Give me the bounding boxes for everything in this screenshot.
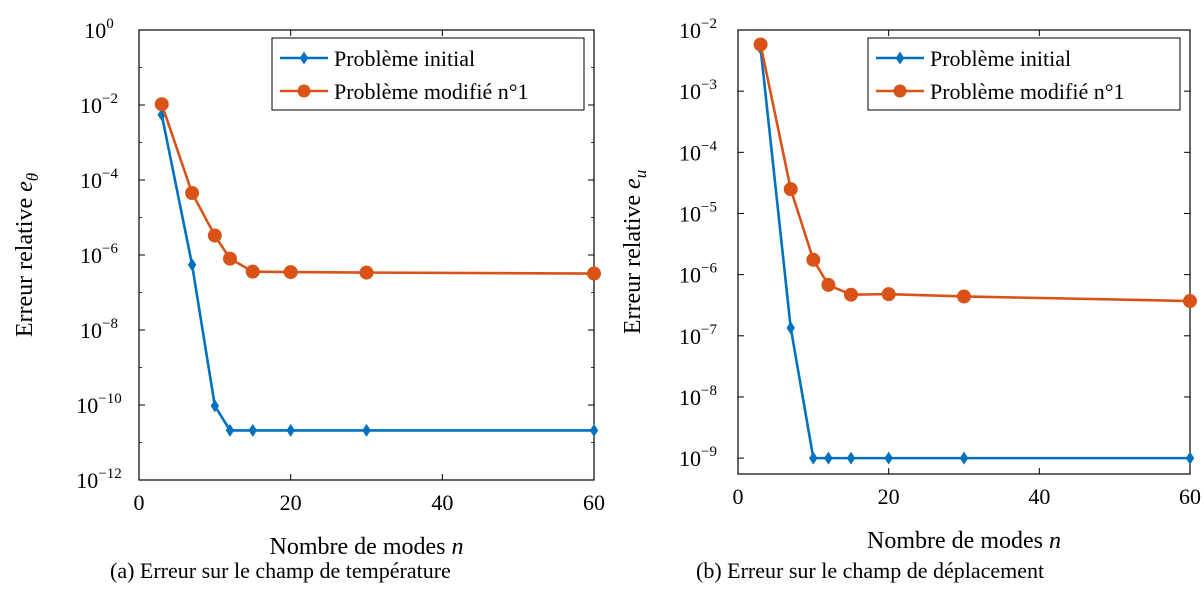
series-initial bbox=[157, 108, 599, 437]
series-line bbox=[759, 44, 1191, 303]
y-tick-label: 10−8 bbox=[80, 316, 118, 343]
data-point bbox=[1183, 294, 1197, 309]
caption-a: (a) Erreur sur le champ de température bbox=[110, 558, 451, 583]
x-tick-label: 60 bbox=[583, 490, 605, 515]
x-tick-label: 40 bbox=[431, 490, 453, 515]
x-axis-label: Nombre de modes n bbox=[270, 534, 464, 560]
data-point bbox=[245, 264, 260, 279]
y-tick-label: 10−12 bbox=[76, 466, 121, 493]
legend-marker bbox=[893, 84, 907, 98]
y-tick-label: 10−3 bbox=[679, 77, 717, 104]
data-point bbox=[806, 252, 821, 267]
legend: Problème initial Problème modifié n°1 bbox=[271, 37, 585, 111]
series-line bbox=[160, 103, 595, 275]
y-tick-label: 10−6 bbox=[679, 261, 717, 288]
data-point bbox=[1185, 451, 1195, 465]
x-tick-label: 0 bbox=[733, 484, 744, 509]
plot-frame bbox=[737, 29, 1191, 475]
data-point bbox=[957, 289, 971, 304]
data-point bbox=[844, 287, 858, 302]
data-point bbox=[753, 37, 768, 52]
x-tick-label: 40 bbox=[1028, 484, 1050, 509]
data-point bbox=[587, 266, 601, 281]
legend-label: Problème initial bbox=[334, 46, 475, 71]
caption-b: (b) Erreur sur le champ de déplacement bbox=[696, 558, 1045, 583]
y-axis-label: Erreur relative eu bbox=[620, 170, 650, 334]
y-tick-label: 10−4 bbox=[80, 166, 118, 193]
y-tick-label: 10−10 bbox=[76, 391, 121, 418]
legend-label: Problème initial bbox=[930, 46, 1071, 71]
data-point bbox=[154, 97, 169, 112]
legend: Problème initial Problème modifié n°1 bbox=[867, 37, 1181, 111]
series-modified bbox=[753, 37, 1197, 309]
x-tick-label: 20 bbox=[878, 484, 900, 509]
y-tick-label: 10−8 bbox=[679, 383, 717, 410]
data-point bbox=[589, 423, 599, 437]
data-point bbox=[824, 451, 833, 465]
data-point bbox=[783, 182, 798, 197]
data-point bbox=[786, 321, 795, 335]
y-tick-label: 10−6 bbox=[80, 241, 118, 268]
y-tick-label: 100 bbox=[84, 16, 114, 43]
data-point bbox=[362, 423, 371, 437]
data-point bbox=[821, 277, 836, 292]
data-point bbox=[809, 451, 818, 465]
data-point bbox=[283, 265, 298, 280]
data-point bbox=[359, 265, 374, 280]
y-tick-label: 10−9 bbox=[679, 444, 717, 471]
figure-canvas: 0 20 40 60 100 10−2 10−4 10−6 10−8 10−10 10−12 Nomb… bbox=[12, 16, 1201, 560]
data-point bbox=[225, 423, 235, 437]
data-point bbox=[884, 451, 893, 465]
data-point bbox=[846, 451, 856, 465]
data-point bbox=[959, 451, 969, 465]
data-point bbox=[185, 186, 200, 201]
legend-marker bbox=[299, 51, 309, 65]
data-point bbox=[248, 423, 257, 437]
x-axis-label: Nombre de modes n bbox=[867, 528, 1061, 554]
y-tick-label: 10−5 bbox=[679, 199, 717, 226]
data-point bbox=[881, 287, 896, 302]
legend-marker bbox=[297, 84, 311, 98]
series-line bbox=[160, 114, 594, 432]
y-tick-label: 10−2 bbox=[80, 91, 118, 118]
series-modified bbox=[154, 97, 601, 281]
data-point bbox=[210, 399, 220, 413]
x-tick-label: 20 bbox=[280, 490, 302, 515]
legend-box bbox=[867, 37, 1181, 111]
legend-label: Problème modifié n°1 bbox=[930, 79, 1125, 104]
series-line bbox=[759, 48, 1190, 460]
y-axis-label: Erreur relative eθ bbox=[12, 173, 42, 337]
data-point bbox=[286, 423, 295, 437]
data-point bbox=[187, 258, 197, 272]
y-tick-label: 10−2 bbox=[679, 16, 717, 43]
x-tick-label: 0 bbox=[134, 490, 145, 515]
legend-marker bbox=[895, 51, 905, 65]
legend-box bbox=[271, 37, 585, 111]
chart-panel-a: 0 20 40 60 100 10−2 10−4 10−6 10−8 10−10 10−12 Nomb… bbox=[12, 16, 605, 560]
x-tick-label: 60 bbox=[1179, 484, 1201, 509]
data-point bbox=[207, 228, 222, 243]
legend-label: Problème modifié n°1 bbox=[334, 79, 529, 104]
y-tick-label: 10−4 bbox=[679, 138, 717, 165]
data-point bbox=[223, 251, 237, 266]
y-tick-label: 10−7 bbox=[679, 322, 717, 349]
chart-panel-b: 0 20 40 60 10−2 10−3 10−4 10−5 10−6 10−7 10−8 10−9 N… bbox=[620, 16, 1201, 554]
